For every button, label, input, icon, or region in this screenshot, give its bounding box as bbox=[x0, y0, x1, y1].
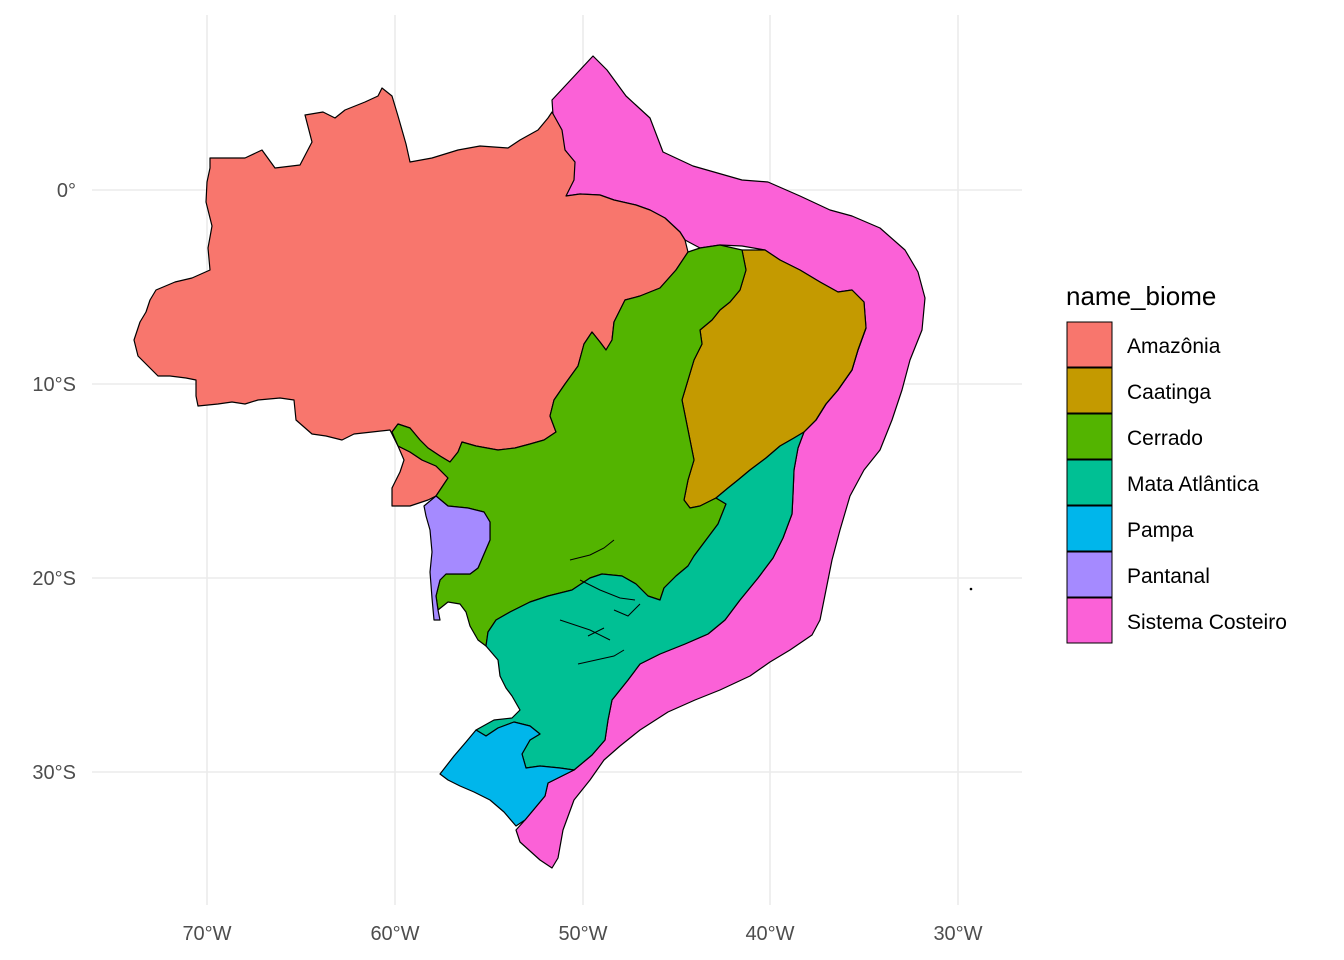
legend-swatch bbox=[1066, 321, 1113, 368]
legend-item: Mata Atlântica bbox=[1066, 459, 1259, 506]
legend-item: Sistema Costeiro bbox=[1066, 597, 1287, 644]
legend-label: Pantanal bbox=[1127, 565, 1210, 588]
legend-swatch bbox=[1066, 367, 1113, 414]
region-mata-atlantica bbox=[475, 327, 867, 771]
legend-swatch bbox=[1066, 459, 1113, 506]
legend-swatch bbox=[1066, 597, 1113, 644]
y-tick-label: 0° bbox=[57, 180, 76, 202]
y-axis-labels: 0° 10°S 20°S 30°S bbox=[32, 180, 76, 784]
legend-label: Pampa bbox=[1127, 519, 1194, 542]
legend-item: Cerrado bbox=[1066, 413, 1203, 460]
legend-swatch bbox=[1066, 551, 1113, 598]
legend-item: Pantanal bbox=[1066, 551, 1210, 598]
legend-label: Amazônia bbox=[1127, 335, 1221, 358]
x-tick-label: 40°W bbox=[745, 923, 794, 945]
y-tick-label: 10°S bbox=[32, 374, 76, 396]
legend-swatch bbox=[1066, 505, 1113, 552]
legend-label: Sistema Costeiro bbox=[1127, 611, 1287, 634]
region-pantanal bbox=[423, 495, 491, 621]
legend-title: name_biome bbox=[1066, 281, 1216, 311]
biome-regions bbox=[133, 55, 973, 869]
region-pampa bbox=[439, 721, 575, 827]
legend-label: Mata Atlântica bbox=[1127, 473, 1259, 496]
legend-swatch bbox=[1066, 413, 1113, 460]
x-axis-labels: 70°W 60°W 50°W 40°W 30°W bbox=[182, 923, 982, 945]
legend-item: Caatinga bbox=[1066, 367, 1211, 414]
x-tick-label: 70°W bbox=[182, 923, 231, 945]
region-detail-lines bbox=[559, 539, 641, 665]
x-tick-label: 30°W bbox=[933, 923, 982, 945]
y-tick-label: 20°S bbox=[32, 568, 76, 590]
x-tick-label: 50°W bbox=[558, 923, 607, 945]
legend-item: Pampa bbox=[1066, 505, 1194, 552]
legend: name_biome Amazônia Caatinga Cerrado Mat… bbox=[1066, 281, 1287, 644]
legend-item: Amazônia bbox=[1066, 321, 1221, 368]
legend-label: Caatinga bbox=[1127, 381, 1211, 404]
legend-label: Cerrado bbox=[1127, 427, 1203, 450]
island-dot bbox=[969, 587, 973, 591]
x-tick-label: 60°W bbox=[370, 923, 419, 945]
y-tick-label: 30°S bbox=[32, 762, 76, 784]
